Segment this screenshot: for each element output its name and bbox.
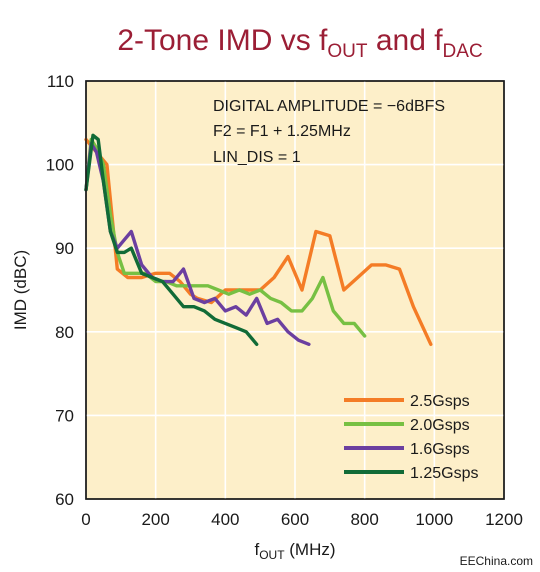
y-tick-label: 90 <box>55 239 74 258</box>
x-tick-label: 800 <box>350 510 378 529</box>
watermark: EEChina.com <box>460 554 533 568</box>
chart-title-sub1: OUT <box>327 41 368 62</box>
plot-border <box>85 80 505 500</box>
x-axis-label-main: f <box>254 540 259 559</box>
x-tick-labels: 0 200 400 600 800 1000 1200 <box>81 510 523 529</box>
x-tick-label: 0 <box>81 510 90 529</box>
x-axis-label-rest: (MHz) <box>285 540 336 559</box>
annotation-lin-dis: LIN_DIS = 1 <box>213 149 301 166</box>
legend-label-1: 2.0Gsps <box>410 417 470 434</box>
legend-label-0: 2.5Gsps <box>410 393 470 410</box>
legend: 2.5Gsps 2.0Gsps 1.6Gsps 1.25Gsps <box>344 393 478 482</box>
legend-label-2: 1.6Gsps <box>410 441 470 458</box>
annotation-f2: F2 = F1 + 1.25MHz <box>213 123 351 140</box>
series-line-3 <box>84 133 259 346</box>
x-tick-label: 1200 <box>485 510 523 529</box>
x-axis-label: fOUT (MHz) <box>254 540 335 562</box>
y-tick-label: 80 <box>55 323 74 342</box>
y-tick-label: 110 <box>47 72 74 91</box>
x-tick-label: 400 <box>211 510 239 529</box>
chart-title: 2-Tone IMD vs fOUT and fDAC <box>117 24 482 62</box>
y-tick-label: 60 <box>55 490 74 509</box>
x-tick-label: 1000 <box>415 510 453 529</box>
grid <box>86 81 504 499</box>
x-tick-label: 200 <box>141 510 169 529</box>
y-tick-label: 70 <box>55 406 74 425</box>
chart-title-main: 2-Tone IMD vs f <box>117 24 328 57</box>
x-tick-label: 600 <box>281 510 309 529</box>
y-tick-label: 100 <box>46 156 74 175</box>
annotation-amplitude: DIGITAL AMPLITUDE = −6dBFS <box>213 98 445 115</box>
chart-title-sub2: DAC <box>443 41 483 62</box>
legend-label-3: 1.25Gsps <box>410 465 478 482</box>
y-axis-label: IMD (dBC) <box>11 250 30 330</box>
y-tick-labels: 60 70 80 90 100 110 <box>46 72 74 509</box>
x-axis-label-sub: OUT <box>259 548 285 562</box>
series-layer <box>84 133 433 346</box>
chart-title-mid: and f <box>367 24 443 57</box>
